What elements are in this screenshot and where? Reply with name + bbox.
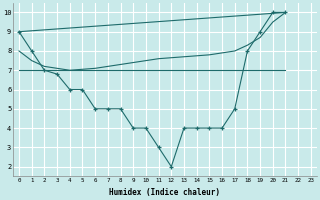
X-axis label: Humidex (Indice chaleur): Humidex (Indice chaleur) bbox=[109, 188, 220, 197]
